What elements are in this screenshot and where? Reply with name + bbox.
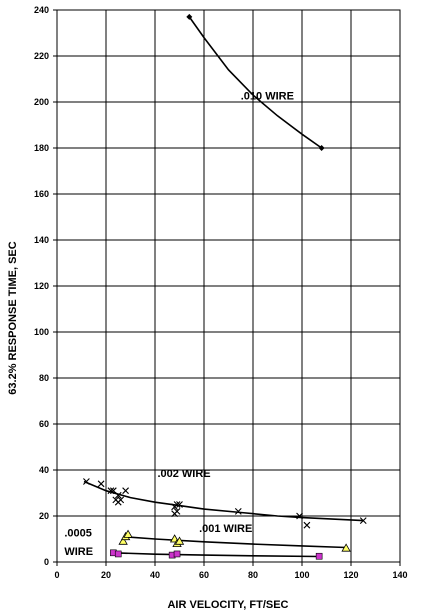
data-point — [123, 529, 133, 538]
data-points — [83, 13, 367, 560]
y-tick-label: 60 — [39, 419, 49, 429]
x-tick-label: 0 — [54, 570, 59, 580]
data-point — [118, 536, 128, 545]
data-point — [315, 552, 323, 560]
data-point — [186, 13, 193, 20]
data-point — [176, 501, 183, 508]
curve-labels: .010 WIRE .002 WIRE .001 WIRE .0005 WIRE — [64, 91, 294, 558]
data-point — [359, 517, 367, 524]
x-axis-label: AIR VELOCITY, FT/SEC — [167, 599, 288, 610]
y-tick-labels: 0 20 40 60 80 100 120 140 160 180 200 220 240 — [34, 5, 57, 567]
chart-grid — [56, 9, 401, 563]
y-tick-label: 0 — [44, 557, 49, 567]
data-point — [296, 512, 303, 520]
data-point — [114, 491, 122, 499]
data-point — [234, 508, 242, 515]
y-tick-label: 20 — [39, 511, 49, 521]
data-point — [97, 480, 105, 488]
fit-curve — [83, 480, 364, 522]
fit-curve — [123, 535, 347, 549]
curve-label: WIRE — [64, 546, 93, 558]
y-tick-label: 180 — [34, 143, 49, 153]
x-tick-label: 40 — [150, 570, 160, 580]
x-tick-label: 100 — [294, 570, 309, 580]
curve-label: .010 WIRE — [241, 91, 294, 103]
fit-curve — [188, 16, 323, 149]
data-point — [173, 550, 181, 558]
data-point — [341, 543, 351, 552]
y-tick-label: 80 — [39, 373, 49, 383]
curve-label: .001 WIRE — [199, 523, 252, 535]
data-point — [303, 521, 311, 529]
data-point — [117, 496, 125, 504]
fit-curve — [113, 552, 320, 558]
x-tick-label: 80 — [248, 570, 258, 580]
data-point — [174, 536, 185, 545]
x-tick-label: 20 — [101, 570, 111, 580]
data-point — [107, 487, 115, 495]
data-point — [173, 508, 181, 515]
curve-label: .002 WIRE — [157, 468, 210, 480]
x-tick-label: 140 — [392, 570, 407, 580]
x-tick-label: 60 — [199, 570, 209, 580]
x-tick-labels: 0 20 40 60 80 100 120 140 — [54, 562, 408, 580]
y-tick-label: 40 — [39, 465, 49, 475]
y-tick-label: 120 — [34, 281, 49, 291]
x-tick-label: 120 — [343, 570, 358, 580]
y-tick-label: 200 — [34, 97, 49, 107]
y-tick-label: 160 — [34, 189, 49, 199]
data-point — [83, 478, 90, 485]
y-tick-label: 140 — [34, 235, 49, 245]
y-axis-label: 63.2% RESPONSE TIME, SEC — [7, 241, 19, 394]
y-tick-label: 220 — [34, 51, 49, 61]
data-point — [318, 145, 325, 151]
y-tick-label: 100 — [34, 327, 49, 337]
fit-curves — [83, 16, 364, 558]
y-tick-label: 240 — [34, 5, 49, 15]
data-point — [122, 487, 129, 495]
curve-label: .0005 — [64, 528, 92, 540]
data-point — [173, 501, 181, 508]
data-point — [114, 550, 122, 558]
